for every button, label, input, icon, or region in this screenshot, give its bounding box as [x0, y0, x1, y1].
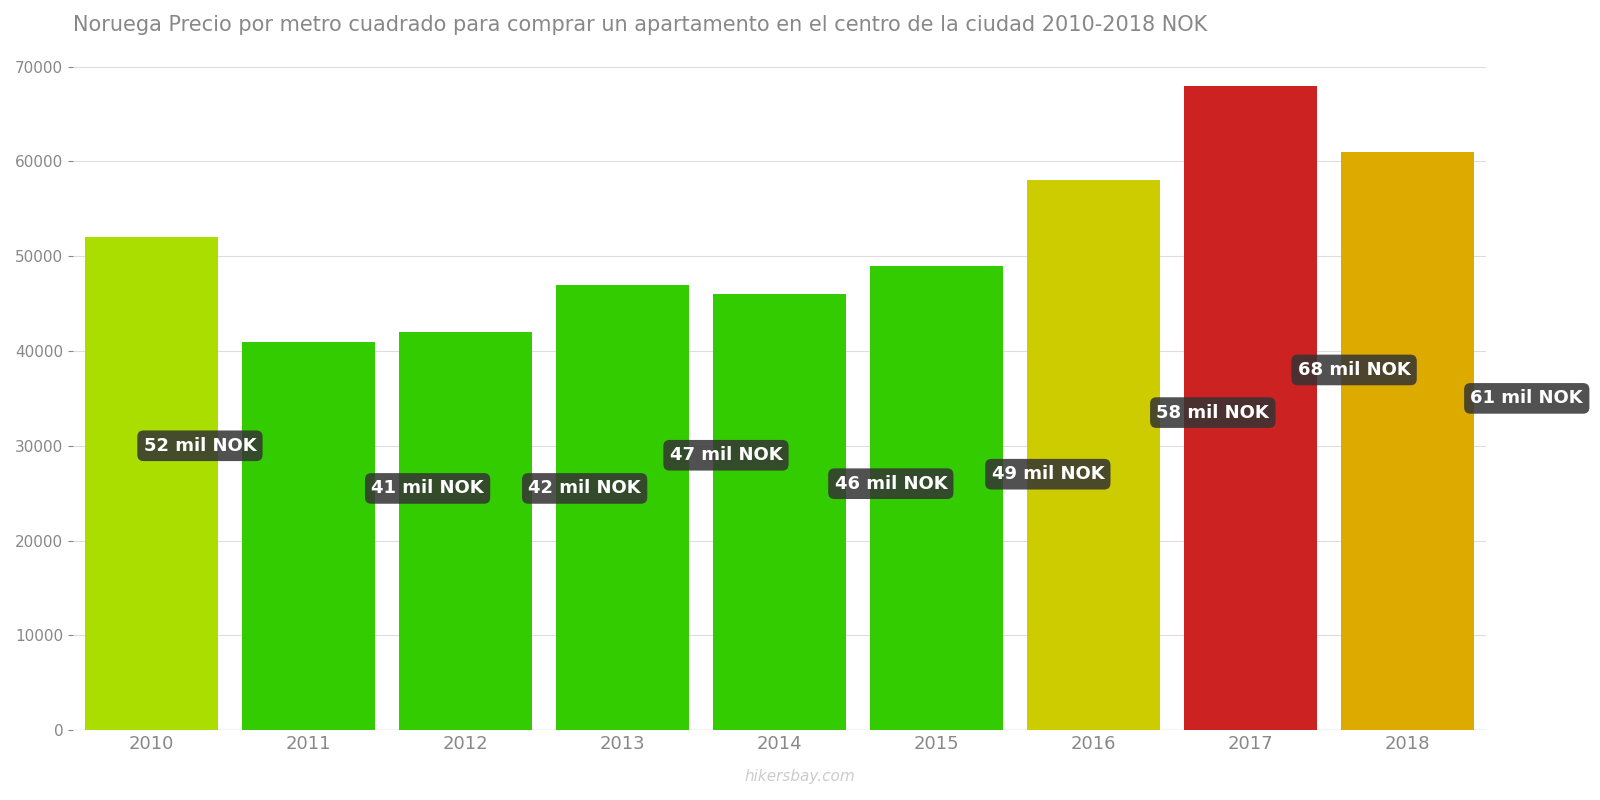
Text: 47 mil NOK: 47 mil NOK: [670, 446, 782, 464]
Text: 41 mil NOK: 41 mil NOK: [371, 479, 483, 498]
Text: 61 mil NOK: 61 mil NOK: [1470, 390, 1582, 407]
Bar: [1184, 86, 1317, 730]
Bar: [555, 285, 690, 730]
Text: 46 mil NOK: 46 mil NOK: [835, 474, 947, 493]
Text: 68 mil NOK: 68 mil NOK: [1298, 361, 1411, 379]
Bar: [398, 332, 533, 730]
Bar: [242, 342, 376, 730]
Bar: [1027, 180, 1160, 730]
Bar: [85, 238, 218, 730]
Text: 58 mil NOK: 58 mil NOK: [1157, 403, 1269, 422]
Bar: [714, 294, 846, 730]
Text: 42 mil NOK: 42 mil NOK: [528, 479, 642, 498]
Text: Noruega Precio por metro cuadrado para comprar un apartamento en el centro de la: Noruega Precio por metro cuadrado para c…: [74, 15, 1208, 35]
Bar: [1341, 152, 1474, 730]
Bar: [870, 266, 1003, 730]
Text: hikersbay.com: hikersbay.com: [744, 769, 856, 784]
Text: 49 mil NOK: 49 mil NOK: [992, 466, 1104, 483]
Text: 52 mil NOK: 52 mil NOK: [144, 437, 256, 454]
